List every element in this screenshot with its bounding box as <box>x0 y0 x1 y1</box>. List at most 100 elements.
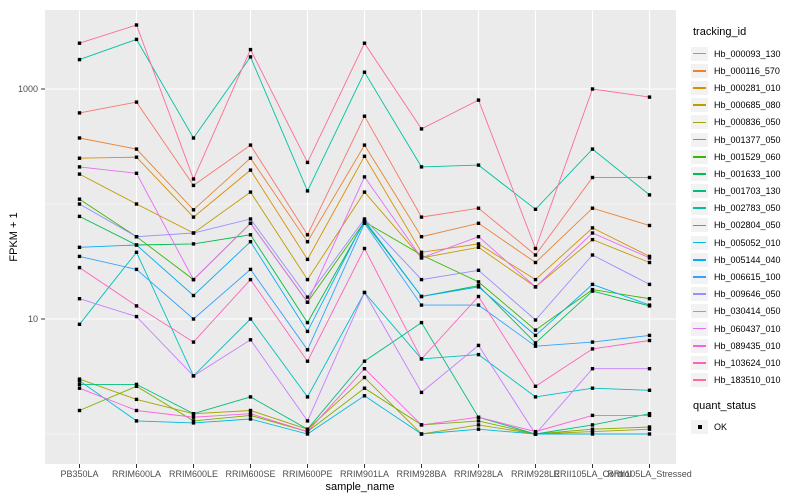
data-point <box>590 175 595 180</box>
data-point <box>305 277 310 282</box>
data-point <box>191 215 196 219</box>
data-point <box>476 235 481 239</box>
legend-label: Hb_005144_040 <box>714 254 781 265</box>
data-point <box>134 397 139 402</box>
data-point <box>533 260 538 265</box>
data-point <box>191 317 196 321</box>
data-point <box>191 242 196 246</box>
data-point <box>134 382 139 387</box>
data-point <box>476 423 481 427</box>
data-point <box>248 221 253 225</box>
legend-entry-Hb_000685_080: Hb_000685_080 <box>691 97 799 114</box>
data-point <box>248 412 253 416</box>
data-point <box>134 155 139 159</box>
legend-key-line-icon <box>691 338 708 353</box>
legend-title-quant-status: quant_status <box>693 399 756 412</box>
legend-key-line-icon <box>691 252 708 267</box>
data-point <box>476 303 481 307</box>
data-point <box>248 277 253 282</box>
data-point <box>362 290 367 295</box>
data-point <box>419 277 424 282</box>
data-point <box>419 235 424 239</box>
legend-key-color-line <box>693 173 706 175</box>
data-point <box>77 379 82 383</box>
legend-key-line-icon <box>691 235 708 250</box>
data-point <box>419 250 424 254</box>
data-point <box>362 246 367 251</box>
data-point <box>362 143 367 147</box>
data-point <box>476 268 481 272</box>
data-point <box>419 357 424 361</box>
data-point <box>647 338 652 343</box>
data-point <box>647 388 652 392</box>
legend-key-line-icon <box>691 115 708 130</box>
data-point <box>647 256 652 260</box>
data-point <box>647 193 652 197</box>
legend-label: Hb_000836_050 <box>714 117 781 128</box>
data-point <box>419 303 424 307</box>
x-axis-title: sample_name <box>325 481 395 493</box>
data-point <box>533 253 538 257</box>
data-point <box>305 300 310 304</box>
data-point <box>305 257 310 262</box>
data-point <box>419 320 424 325</box>
data-point <box>590 429 595 434</box>
legend-key-line-icon <box>691 287 708 302</box>
data-point <box>134 37 139 42</box>
legend-entry-Hb_001377_050: Hb_001377_050 <box>691 131 799 148</box>
y-axis-title: FPKM + 1 <box>8 212 20 262</box>
data-point <box>305 427 310 431</box>
data-point <box>362 367 367 371</box>
data-point <box>476 415 481 419</box>
data-point <box>533 207 538 211</box>
data-point <box>647 223 652 228</box>
data-point <box>77 156 82 160</box>
legend-key-color-line <box>693 344 706 347</box>
legend-entry-Hb_009646_050: Hb_009646_050 <box>691 286 799 303</box>
data-point <box>248 143 253 147</box>
data-point <box>476 98 481 102</box>
data-point <box>305 348 310 352</box>
data-point <box>476 221 481 225</box>
data-point <box>476 242 481 246</box>
legend-label: Hb_000685_080 <box>714 100 781 111</box>
legend-key-line-icon <box>691 149 708 164</box>
legend-label: Hb_103624_010 <box>714 357 781 368</box>
data-point <box>77 382 82 387</box>
legend-key-line-icon <box>691 166 708 181</box>
data-point <box>191 277 196 282</box>
legend-key-color-line <box>693 259 706 261</box>
legend-label: Hb_000093_130 <box>714 48 781 59</box>
data-point <box>647 95 652 99</box>
data-point <box>590 226 595 230</box>
data-point <box>77 165 82 169</box>
data-point <box>590 427 595 431</box>
legend-entry-Hb_001703_130: Hb_001703_130 <box>691 183 799 200</box>
data-point <box>248 413 253 418</box>
data-point <box>590 237 595 242</box>
data-point <box>77 254 82 259</box>
legend-entry-Hb_001529_060: Hb_001529_060 <box>691 148 799 165</box>
legend-key-line-icon <box>691 201 708 216</box>
legend-label: Hb_000281_010 <box>714 82 781 93</box>
data-point <box>647 282 652 287</box>
legend-key-color-line <box>693 379 706 381</box>
data-point <box>134 419 139 423</box>
data-point <box>248 168 253 172</box>
data-point <box>191 293 196 298</box>
data-point <box>647 425 652 429</box>
legend-entry-Hb_006615_100: Hb_006615_100 <box>691 268 799 285</box>
legend-entry-Hb_183510_010: Hb_183510_010 <box>691 372 799 389</box>
data-point <box>77 297 82 301</box>
data-point <box>590 423 595 427</box>
data-point <box>305 419 310 423</box>
legend-key-color-line <box>693 362 706 364</box>
data-point <box>533 246 538 251</box>
data-point <box>476 343 481 348</box>
data-point <box>647 297 652 301</box>
data-point <box>647 303 652 307</box>
legend-key-color-line <box>693 69 706 72</box>
legend-label: Hb_002783_050 <box>714 203 781 214</box>
data-point <box>77 377 82 381</box>
data-point <box>191 208 196 212</box>
